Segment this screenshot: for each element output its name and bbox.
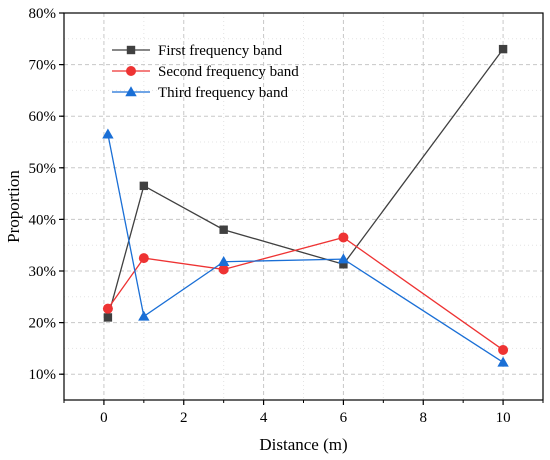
y-tick-label: 40% <box>29 212 57 228</box>
legend-item: Third frequency band <box>112 85 288 101</box>
x-tick-label: 4 <box>260 410 268 426</box>
y-tick-label: 50% <box>29 161 57 177</box>
x-tick-label: 2 <box>180 410 188 426</box>
data-point <box>498 344 509 355</box>
legend-item: First frequency band <box>112 43 283 59</box>
data-point <box>219 225 228 234</box>
data-point <box>337 253 350 264</box>
data-point <box>497 356 509 367</box>
x-tick-label: 10 <box>496 410 511 426</box>
y-tick-label: 20% <box>29 316 57 332</box>
y-tick-label: 30% <box>29 264 57 280</box>
series-3 <box>102 128 509 367</box>
legend-marker <box>126 45 136 55</box>
x-tick-label: 8 <box>420 410 428 426</box>
y-tick-label: 10% <box>29 367 57 383</box>
series-1 <box>103 44 508 322</box>
legend-marker <box>126 66 136 76</box>
data-point <box>338 232 349 243</box>
data-point <box>218 264 229 275</box>
data-point <box>339 260 348 269</box>
data-point <box>139 181 149 191</box>
y-axis-label: Proportion <box>4 170 23 243</box>
data-point <box>138 253 149 264</box>
axis-ticks: 0 2 4 6 8 10 10% 20% 30% 40% 50% 60% 70% 80% <box>29 6 544 426</box>
data-point <box>103 313 113 322</box>
legend: First frequency band Second frequency ban… <box>112 43 299 101</box>
data-point <box>498 44 508 54</box>
x-axis-label: Distance (m) <box>259 435 347 454</box>
legend-label: First frequency band <box>158 43 283 59</box>
data-point <box>102 128 114 139</box>
y-tick-label: 60% <box>29 109 57 125</box>
x-tick-label: 6 <box>340 410 348 426</box>
x-tick-label: 0 <box>100 410 108 426</box>
series-2 <box>102 232 509 355</box>
series-line <box>107 236 504 351</box>
legend-item: Second frequency band <box>112 64 299 80</box>
data-point <box>217 256 230 266</box>
series-group <box>102 44 509 367</box>
series-line <box>107 134 504 363</box>
y-tick-label: 70% <box>29 58 57 74</box>
data-point <box>102 303 113 314</box>
y-tick-label: 80% <box>29 6 57 22</box>
legend-label: Second frequency band <box>158 64 299 80</box>
data-point <box>138 310 150 321</box>
legend-label: Third frequency band <box>158 85 288 101</box>
legend-marker <box>125 86 137 97</box>
